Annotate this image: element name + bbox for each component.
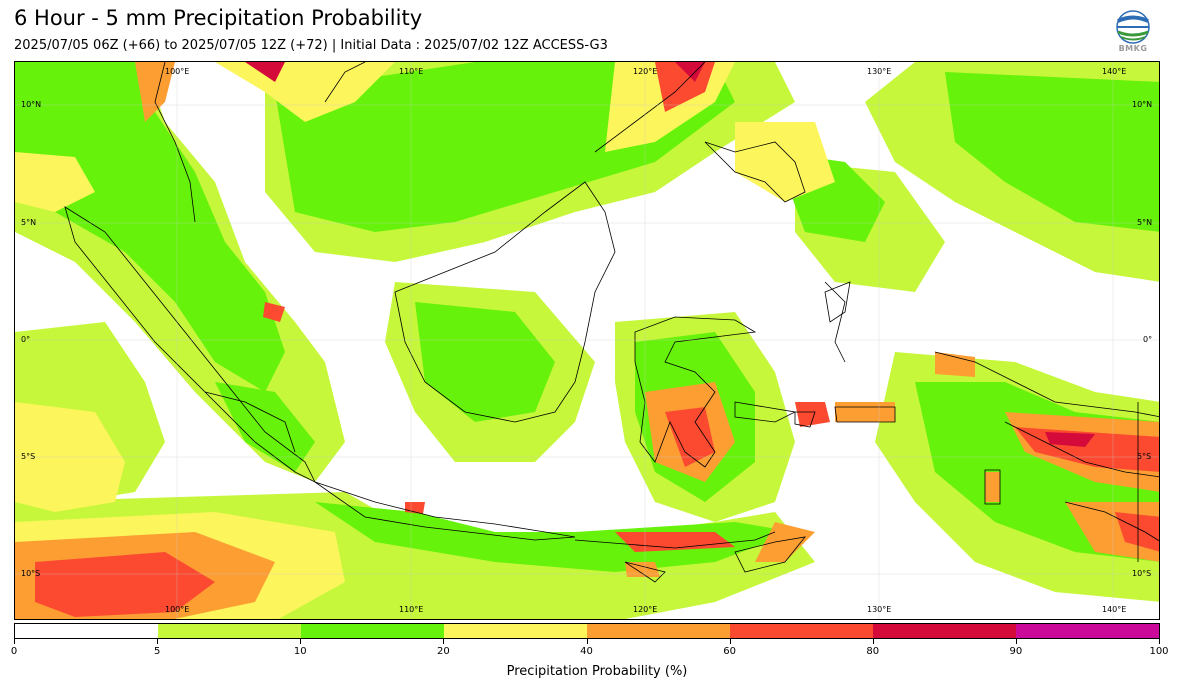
precipitation-map[interactable]: 100°E 110°E 120°E 130°E 140°E 100°E 110°… [14,61,1160,620]
lat-label-left: 10°S [21,569,41,578]
lat-label-left: 0° [21,335,31,344]
colorbar [14,623,1160,639]
lat-label-right: 10°N [1132,100,1153,109]
lon-label-bottom: 120°E [633,605,658,614]
colorbar-segment [158,624,301,638]
lat-label-right: 5°N [1137,218,1153,227]
lon-label-bottom: 130°E [867,605,892,614]
colorbar-tick [729,639,731,644]
colorbar-title: Precipitation Probability (%) [506,664,688,679]
probability-field [15,62,1159,619]
colorbar-segment [15,624,158,638]
bmkg-logo: BMKG [1114,10,1152,58]
colorbar-tick [1159,639,1160,644]
colorbar-tick-label: 90 [1009,646,1023,657]
colorbar-tick [586,639,588,644]
colorbar-tick [872,639,874,644]
colorbar-tick [157,639,159,644]
colorbar-tick [300,639,302,644]
colorbar-segment [873,624,1016,638]
colorbar-tick-label: 80 [866,646,880,657]
coastlines [64,62,1159,583]
colorbar-tick [14,639,15,644]
colorbar-tick [1015,639,1017,644]
bmkg-globe-icon [1116,10,1150,44]
map-svg [15,62,1159,619]
lat-label-right: 10°S [1132,569,1152,578]
lon-label-top: 100°E [165,67,190,76]
lat-label-left: 10°N [21,100,42,109]
colorbar-tick [443,639,445,644]
colorbar-segment [444,624,587,638]
lon-label-top: 110°E [399,67,424,76]
chart-subtitle: 2025/07/05 06Z (+66) to 2025/07/05 12Z (… [14,38,608,53]
chart-title: 6 Hour - 5 mm Precipitation Probability [14,6,423,30]
lat-label-left: 5°N [21,218,37,227]
colorbar-tick-label: 60 [723,646,736,657]
lat-label-right: 0° [1143,335,1153,344]
colorbar-tick-label: 10 [293,646,307,657]
colorbar-tick-label: 5 [153,646,161,657]
colorbar-tick-label: 0 [10,646,18,657]
colorbar-segment [587,624,730,638]
lon-label-top: 140°E [1102,67,1127,76]
lon-label-bottom: 140°E [1102,605,1127,614]
lat-label-right: 5°S [1137,452,1152,461]
lat-label-left: 5°S [21,452,36,461]
colorbar-tick-label: 20 [437,646,450,657]
lon-label-top: 120°E [633,67,658,76]
colorbar-segment [1016,624,1159,638]
colorbar-segment [301,624,444,638]
colorbar-tick-label: 100 [1149,646,1169,657]
lon-label-bottom: 100°E [165,605,190,614]
graticule [15,62,1159,619]
colorbar-tick-label: 40 [580,646,593,657]
colorbar-segment [730,624,873,638]
lon-label-bottom: 110°E [399,605,424,614]
lon-label-top: 130°E [867,67,892,76]
logo-text: BMKG [1118,44,1148,53]
